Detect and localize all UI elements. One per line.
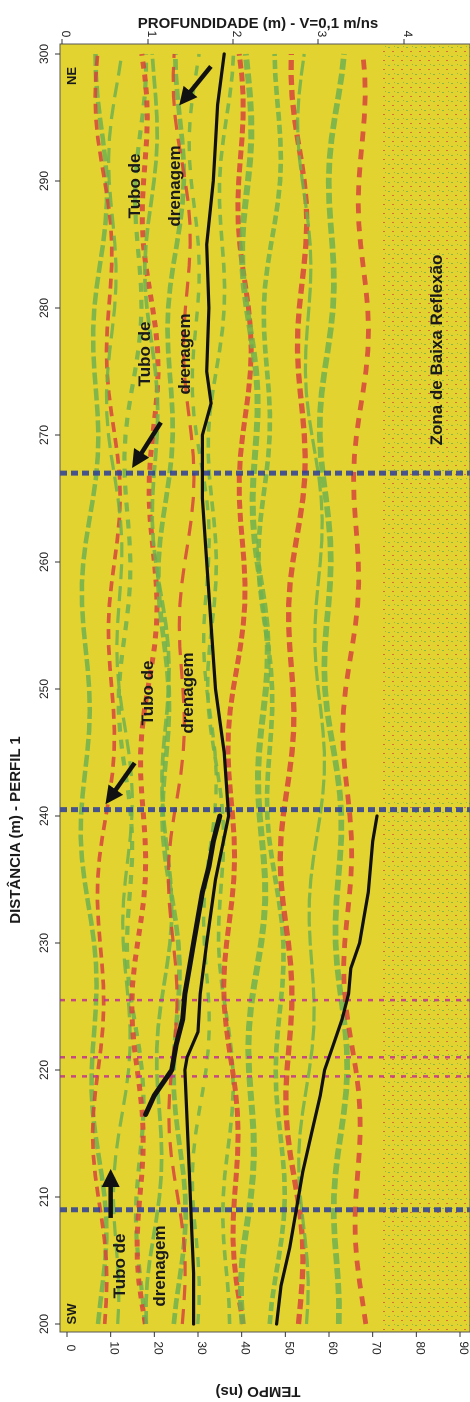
depth-axis-title: PROFUNDIDADE (m) - V=0,1 m/ns	[138, 15, 378, 32]
depth-tick-label: 1	[145, 31, 159, 38]
distance-tick-label: 230	[37, 933, 51, 953]
distance-tick-label: 290	[37, 171, 51, 191]
tubo-label-245: Tubo de drenagem	[138, 652, 197, 733]
tubo-label-sw-line1: Tubo de	[110, 1234, 129, 1299]
tubo-label-268-line1: Tubo de	[135, 322, 154, 387]
depth-tick-label: 3	[315, 31, 329, 38]
horizon-line	[275, 814, 379, 1326]
distance-tick-label: 300	[37, 44, 51, 64]
tubo-label-ne: Tubo de drenagem	[125, 145, 184, 226]
low-reflection-noise	[381, 44, 470, 1332]
depth-tick-label: 0	[59, 31, 73, 38]
distance-tick-label: 280	[37, 298, 51, 318]
reflection-band	[238, 53, 271, 1325]
horizon-line	[143, 813, 223, 1117]
reflection-band	[166, 53, 196, 1325]
reflection-band	[256, 53, 288, 1325]
corner-label-ne: NE	[64, 67, 79, 85]
horizon-line	[183, 52, 231, 1326]
time-tick-label: 60	[326, 1341, 340, 1355]
reflection-band	[340, 53, 371, 1325]
time-tick-label: 30	[195, 1341, 209, 1355]
plot-frame	[59, 43, 470, 1333]
distance-tick-label: 270	[37, 425, 51, 445]
high-reflection-traces	[60, 470, 470, 1213]
reflection-band	[277, 53, 310, 1325]
reflection-band	[205, 53, 236, 1325]
interpreted-horizons	[143, 52, 379, 1326]
corner-label-sw: SW	[64, 1303, 79, 1325]
tubo-label-ne-line2: drenagem	[165, 145, 184, 226]
distance-tick-label: 240	[37, 806, 51, 826]
depth-tick-label: 2	[230, 31, 244, 38]
tubo-label-ne-line1: Tubo de	[125, 154, 144, 219]
reflection-band	[90, 53, 123, 1325]
tubo-label-245-line2: drenagem	[178, 652, 197, 733]
distance-tick-label: 200	[37, 1314, 51, 1334]
distance-tick-label: 210	[37, 1187, 51, 1207]
time-tick-label: 40	[239, 1341, 253, 1355]
tubo-label-268: Tubo de drenagem	[135, 313, 194, 394]
tubo-label-sw-line2: drenagem	[150, 1225, 169, 1306]
reflection-bands	[78, 53, 371, 1325]
time-axis-title: TEMPO (ns)	[215, 1383, 300, 1400]
time-tick-label: 20	[151, 1341, 165, 1355]
reflection-band	[221, 53, 254, 1325]
time-tick-label: 80	[413, 1341, 427, 1355]
reflection-band	[129, 53, 161, 1325]
tubo-arrows	[101, 65, 213, 1218]
reflection-band	[187, 53, 218, 1325]
tubo-label-245-line1: Tubo de	[138, 661, 157, 726]
radargram-image	[60, 44, 470, 1332]
tubo-label-sw: Tubo de drenagem	[110, 1225, 169, 1306]
depth-tick-label: 4	[401, 31, 415, 38]
distance-tick-label: 260	[37, 552, 51, 572]
tubo-arrow	[105, 761, 137, 805]
low-reflection-zone-label: Zona de Baixa Reflexão	[427, 255, 446, 446]
time-tick-label: 50	[282, 1341, 296, 1355]
tubo-label-268-line2: drenagem	[175, 313, 194, 394]
distance-tick-label: 220	[37, 1060, 51, 1080]
reflection-band	[296, 53, 327, 1325]
tubo-arrow	[132, 421, 163, 469]
time-tick-label: 10	[108, 1341, 122, 1355]
time-tick-label: 90	[457, 1341, 470, 1355]
reflection-band	[104, 53, 134, 1325]
distance-axis-title: DISTÂNCIA (m) - PERFIL 1	[6, 736, 24, 924]
tubo-arrow	[179, 65, 213, 106]
reflection-band	[316, 53, 351, 1325]
distance-tick-label: 250	[37, 679, 51, 699]
time-tick-label: 70	[370, 1341, 384, 1355]
time-tick-label: 0	[64, 1345, 78, 1352]
reflection-band	[155, 53, 189, 1325]
